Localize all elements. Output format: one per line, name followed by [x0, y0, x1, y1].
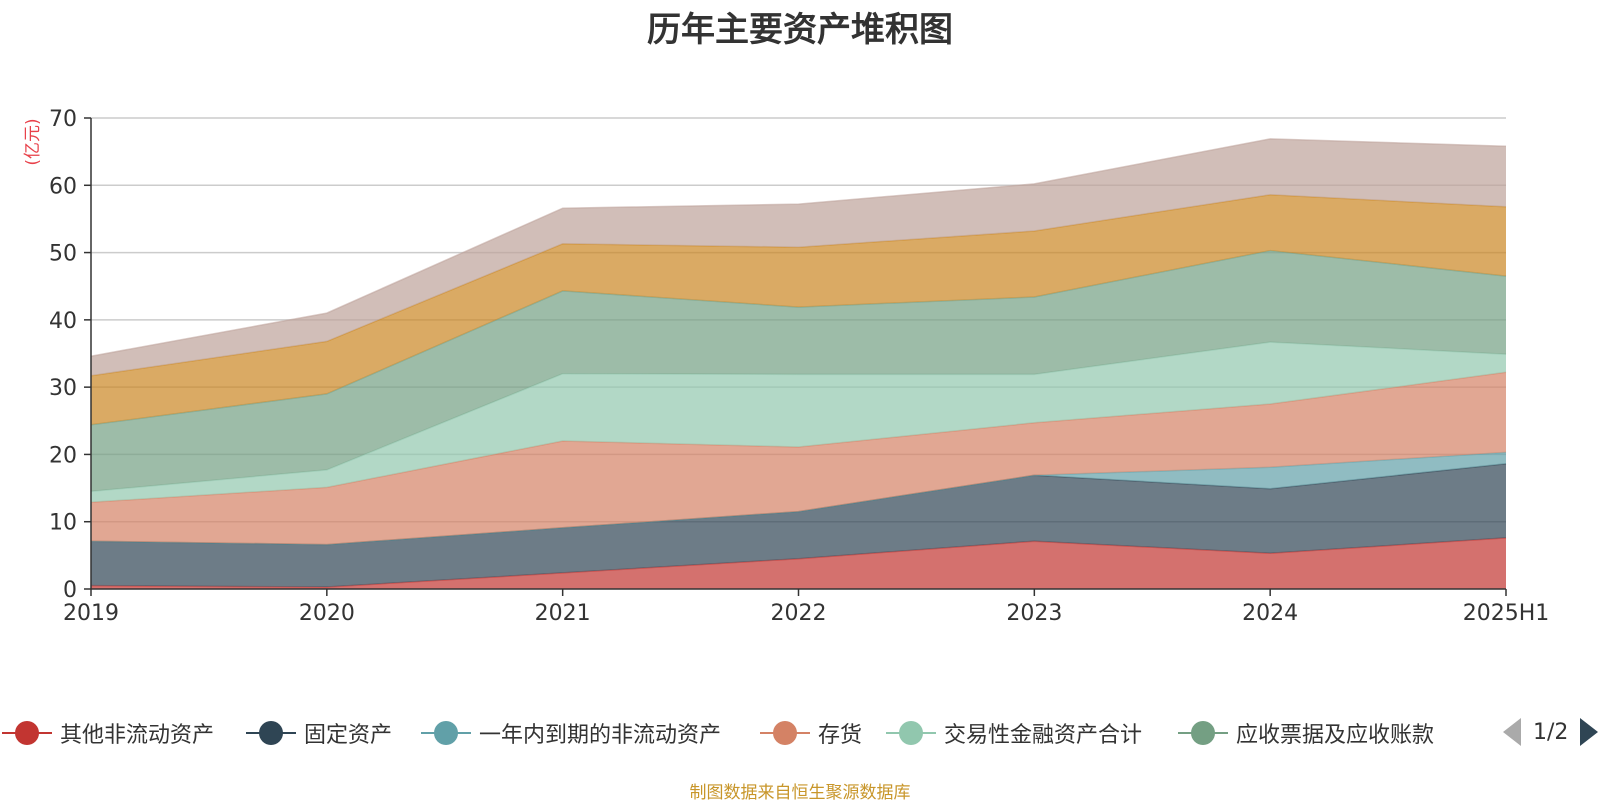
area-series-8: [91, 138, 1506, 376]
legend-label: 固定资产: [304, 723, 393, 748]
x-tick-label: 2021: [535, 601, 591, 626]
legend-pager: 1/2: [1503, 718, 1599, 746]
y-axis-label: (亿元): [23, 118, 43, 165]
y-tick-label: 40: [49, 309, 77, 334]
y-tick-label: 60: [49, 174, 77, 199]
legend-item-6[interactable]: 应收票据及应收账款: [1178, 713, 1434, 753]
x-tick-label: 2025H1: [1463, 601, 1550, 626]
legend: 其他非流动资产 固定资产 一年内到期的非流动资产 存货 交易性金融资产合计 应收票据及应收…: [0, 713, 1600, 753]
legend-marker-icon: [886, 718, 936, 748]
legend-label: 一年内到期的非流动资产: [479, 723, 722, 748]
area-series-7: [91, 194, 1506, 425]
legend-page-indicator: 1/2: [1533, 719, 1569, 745]
area-series: [90, 138, 1507, 589]
legend-item-4[interactable]: 存货: [760, 713, 862, 753]
legend-marker-icon: [421, 718, 471, 748]
area-series-3: [91, 452, 1506, 545]
x-tick-label: 2020: [299, 601, 355, 626]
legend-label: 应收票据及应收账款: [1236, 723, 1435, 748]
x-tick-label: 2022: [771, 601, 827, 626]
legend-marker-icon: [2, 718, 52, 748]
chart-title: 历年主要资产堆积图: [647, 10, 953, 50]
area-series-6: [91, 250, 1506, 492]
legend-item-5[interactable]: 交易性金融资产合计: [886, 713, 1142, 753]
legend-item-2[interactable]: 固定资产: [246, 713, 392, 753]
stacked-area-chart: 0 10 20 30 40 50 60 70 2019 2020 2021 2022 2023 2024 2…: [23, 107, 1549, 626]
area-series-4: [91, 372, 1506, 545]
series-line-8: [90, 138, 1507, 357]
data-source-note: 制图数据来自恒生聚源数据库: [689, 783, 911, 803]
y-tick-label: 30: [49, 376, 77, 401]
legend-label: 其他非流动资产: [60, 723, 215, 748]
x-tick-label: 2024: [1242, 601, 1298, 626]
y-tick-label: 0: [63, 578, 77, 603]
y-tick-label: 70: [49, 107, 77, 132]
legend-label: 存货: [818, 723, 863, 748]
legend-prev-icon[interactable]: [1503, 718, 1521, 746]
axes: 0 10 20 30 40 50 60 70 2019 2020 2021 2022 2023 2024 2…: [49, 107, 1549, 626]
y-tick-label: 10: [49, 511, 77, 536]
legend-marker-icon: [760, 718, 810, 748]
legend-marker-icon: [246, 718, 296, 748]
legend-item-1[interactable]: 其他非流动资产: [2, 713, 214, 753]
legend-label: 交易性金融资产合计: [944, 723, 1143, 748]
x-tick-label: 2019: [63, 601, 119, 626]
y-tick-label: 50: [49, 242, 77, 267]
y-tick-label: 20: [49, 443, 77, 468]
legend-marker-icon: [1178, 718, 1228, 748]
legend-item-3[interactable]: 一年内到期的非流动资产: [421, 713, 721, 753]
area-series-2: [91, 463, 1506, 587]
x-tick-label: 2023: [1006, 601, 1062, 626]
area-series-1: [91, 537, 1506, 589]
area-series-5: [91, 342, 1506, 503]
legend-next-icon[interactable]: [1580, 718, 1599, 746]
